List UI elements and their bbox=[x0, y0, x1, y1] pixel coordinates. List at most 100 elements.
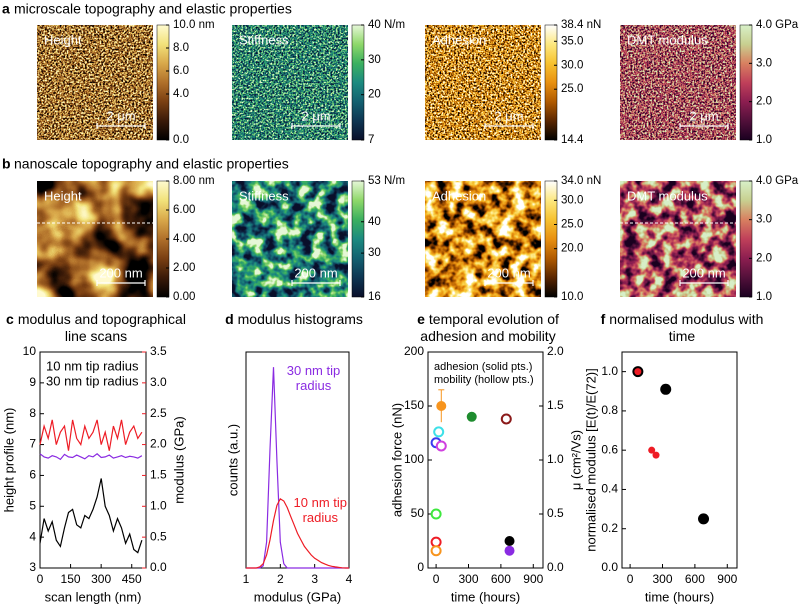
colorbar-tick-label: 2.00 bbox=[173, 262, 195, 274]
y-tick-label: 100 bbox=[404, 452, 424, 466]
colorbar-tick-label: 35.0 bbox=[561, 35, 583, 47]
colorbar-tick-label: 0.0 bbox=[173, 134, 189, 146]
point bbox=[648, 446, 656, 454]
colorbar-tick-label: 4.0 GPa bbox=[756, 19, 799, 31]
y2-tick-label: 1.5 bbox=[547, 398, 564, 412]
y2-tick-label: 0.5 bbox=[150, 529, 167, 543]
colorbar-tick-label: 53 N/m bbox=[368, 175, 405, 187]
colorbar-tick-label: 4.0 bbox=[173, 88, 189, 100]
colorbar-tick-label: 8.0 bbox=[173, 42, 189, 54]
y2-tick-label: 2.0 bbox=[150, 437, 167, 451]
data-line bbox=[246, 367, 349, 569]
hollow-point bbox=[433, 426, 445, 438]
map-image bbox=[232, 25, 348, 140]
y2-tick-label: 2.0 bbox=[547, 344, 564, 358]
x-tick-label: 0 bbox=[433, 572, 440, 586]
x-tick-label: 3 bbox=[311, 572, 318, 586]
y-axis-label: adhesion force (nN) bbox=[389, 403, 404, 517]
y-tick-label: 4 bbox=[29, 529, 36, 543]
colorbar-tick-label: 4.0 GPa bbox=[756, 175, 799, 187]
data-line bbox=[246, 498, 349, 569]
panel-letter: c bbox=[6, 311, 14, 327]
colorbar-tick-label: 2.0 bbox=[756, 96, 772, 108]
chart-title: e temporal evolution of adhesion and mobi… bbox=[398, 311, 578, 345]
y-tick-label: 8 bbox=[29, 406, 36, 420]
colorbar bbox=[739, 180, 753, 298]
y2-tick-label: 0.0 bbox=[547, 560, 564, 574]
y-tick-label: 150 bbox=[404, 398, 424, 412]
colorbar-tick-label: 3.0 bbox=[756, 214, 772, 226]
y-tick-label: 1.0 bbox=[601, 364, 618, 378]
x-tick-label: 4 bbox=[346, 572, 353, 586]
x-axis-label: time (hours) bbox=[645, 589, 714, 604]
row-title: nanoscale topography and elastic propert… bbox=[14, 156, 289, 172]
x-tick-label: 300 bbox=[652, 572, 672, 586]
y-tick-label: 0.2 bbox=[601, 521, 618, 535]
data-line bbox=[39, 419, 143, 451]
map-label: DMT modulus bbox=[627, 32, 708, 47]
y2-axis-label: modulus (GPa) bbox=[171, 416, 186, 503]
colorbar-tick-label: 34.0 nN bbox=[561, 175, 601, 187]
x-tick-label: 900 bbox=[523, 572, 543, 586]
panel-letter: d bbox=[225, 311, 234, 327]
y-tick-label: 3 bbox=[29, 560, 36, 574]
y2-tick-label: 3.0 bbox=[150, 375, 167, 389]
scale-bar-label: 200 nm bbox=[99, 265, 142, 280]
colorbar-tick-label: 30.0 bbox=[561, 59, 583, 71]
legend-label: mobility (hollow pts.) bbox=[434, 374, 534, 386]
panel-letter: a bbox=[2, 1, 10, 17]
y-tick-label: 0.8 bbox=[601, 403, 618, 417]
y-tick-label: 7 bbox=[29, 437, 36, 451]
map-label: Stiffness bbox=[239, 32, 289, 47]
map-image bbox=[425, 25, 541, 140]
legend-label: adhesion (solid pts.) bbox=[434, 361, 532, 373]
scale-bar-label: 2 μm bbox=[301, 108, 330, 123]
y2-tick-label: 1.0 bbox=[547, 452, 564, 466]
x-tick-label: 2 bbox=[277, 572, 284, 586]
point bbox=[698, 513, 710, 525]
y-tick-label: 0.0 bbox=[601, 560, 618, 574]
hollow-point bbox=[430, 508, 442, 520]
y-tick-label: 9 bbox=[29, 375, 36, 389]
y2-tick-label: 0.0 bbox=[150, 560, 167, 574]
colorbar-tick-label: 7 bbox=[368, 134, 374, 146]
map-label: Adhesion bbox=[432, 188, 486, 203]
map-label: Stiffness bbox=[239, 188, 289, 203]
scale-bar-label: 2 μm bbox=[689, 108, 718, 123]
panel-letter: b bbox=[2, 156, 11, 172]
point bbox=[652, 451, 660, 459]
y-axis-label: counts (a.u.) bbox=[225, 424, 240, 496]
x-axis-label: modulus (GPa) bbox=[254, 589, 341, 604]
x-tick-label: 450 bbox=[122, 572, 142, 586]
colorbar-tick-label: 16 bbox=[368, 291, 381, 303]
colorbar-tick-label: 40 N/m bbox=[368, 19, 405, 31]
colorbar bbox=[156, 24, 170, 141]
chart-title: d modulus histograms bbox=[196, 311, 392, 328]
hollow-point bbox=[435, 440, 447, 452]
x-tick-label: 150 bbox=[61, 572, 81, 586]
colorbar bbox=[351, 24, 365, 141]
map-image bbox=[37, 181, 153, 297]
point bbox=[504, 536, 515, 546]
colorbar-tick-label: 20.0 bbox=[561, 243, 583, 255]
colorbar-tick-label: 20 bbox=[368, 89, 381, 101]
scale-bar-label: 200 nm bbox=[487, 265, 530, 280]
y2-tick-label: 0.5 bbox=[547, 506, 564, 520]
colorbar-tick-label: 3.0 bbox=[756, 57, 772, 69]
plot-frame bbox=[621, 351, 738, 569]
map-image bbox=[232, 181, 348, 297]
colorbar-tick-label: 30.0 bbox=[561, 194, 583, 206]
point bbox=[660, 383, 672, 395]
map-image bbox=[620, 25, 736, 140]
y2-tick-label: 3.5 bbox=[150, 344, 167, 358]
map-label: Height bbox=[44, 188, 82, 203]
chart-title: c modulus and topographical line scans bbox=[0, 311, 192, 345]
colorbar bbox=[351, 180, 365, 298]
colorbar-tick-label: 6.00 bbox=[173, 204, 195, 216]
legend-label: 10 nm tip radius bbox=[46, 358, 139, 373]
colorbar-tick-label: 8.00 nm bbox=[173, 175, 215, 187]
series-label: 10 nm tip radius bbox=[293, 494, 348, 525]
x-tick-label: 900 bbox=[717, 572, 737, 586]
point bbox=[634, 368, 642, 376]
